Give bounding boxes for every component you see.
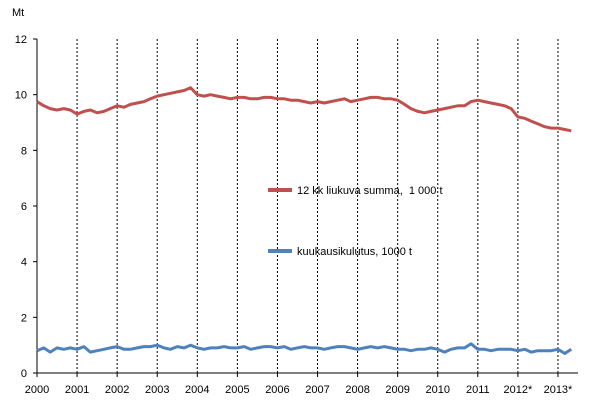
y-tick-label: 4	[21, 257, 27, 269]
y-tick-label: 2	[21, 312, 27, 324]
x-axis-ticks: 2000 2001 2002 2003 2004 2005 2006 2007 2008 2009…	[25, 373, 573, 396]
x-tick-label: 2012*	[504, 384, 533, 396]
legend-label-moving-sum: 12 kk liukuva summa, 1 000 t	[297, 185, 443, 197]
x-tick-label: 2011	[466, 384, 490, 396]
y-axis-unit-label: Mt	[12, 7, 24, 19]
y-axis-ticks: 0 2 4 6 8 10 12	[15, 34, 37, 380]
x-tick-label: 2000	[25, 384, 49, 396]
series-line-moving-sum	[36, 86, 572, 133]
y-tick-label: 8	[21, 145, 27, 157]
x-tick-label: 2002	[105, 384, 129, 396]
x-tick-label: 2003	[145, 384, 169, 396]
x-tick-label: 2005	[225, 384, 249, 396]
x-tick-label: 2007	[305, 384, 329, 396]
legend-item-moving-sum: 12 kk liukuva summa, 1 000 t	[268, 185, 443, 197]
x-tick-label: 2013*	[544, 384, 573, 396]
y-tick-label: 10	[15, 90, 27, 102]
x-tick-label: 2010	[425, 384, 449, 396]
series-layer	[36, 86, 573, 355]
legend: 12 kk liukuva summa, 1 000 t kuukausikul…	[268, 185, 443, 258]
y-tick-label: 6	[21, 201, 27, 213]
legend-item-monthly-consumption: kuukausikulutus, 1000 t	[268, 246, 412, 258]
x-tick-label: 2004	[185, 384, 209, 396]
legend-label-monthly-consumption: kuukausikulutus, 1000 t	[297, 246, 412, 258]
vertical-gridlines	[76, 39, 559, 373]
y-tick-label: 12	[15, 34, 27, 46]
x-tick-label: 2009	[385, 384, 409, 396]
series-line-monthly-consumption	[36, 342, 573, 355]
y-tick-label: 0	[21, 368, 27, 380]
x-tick-label: 2006	[265, 384, 289, 396]
x-tick-label: 2008	[345, 384, 369, 396]
x-tick-label: 2001	[65, 384, 89, 396]
